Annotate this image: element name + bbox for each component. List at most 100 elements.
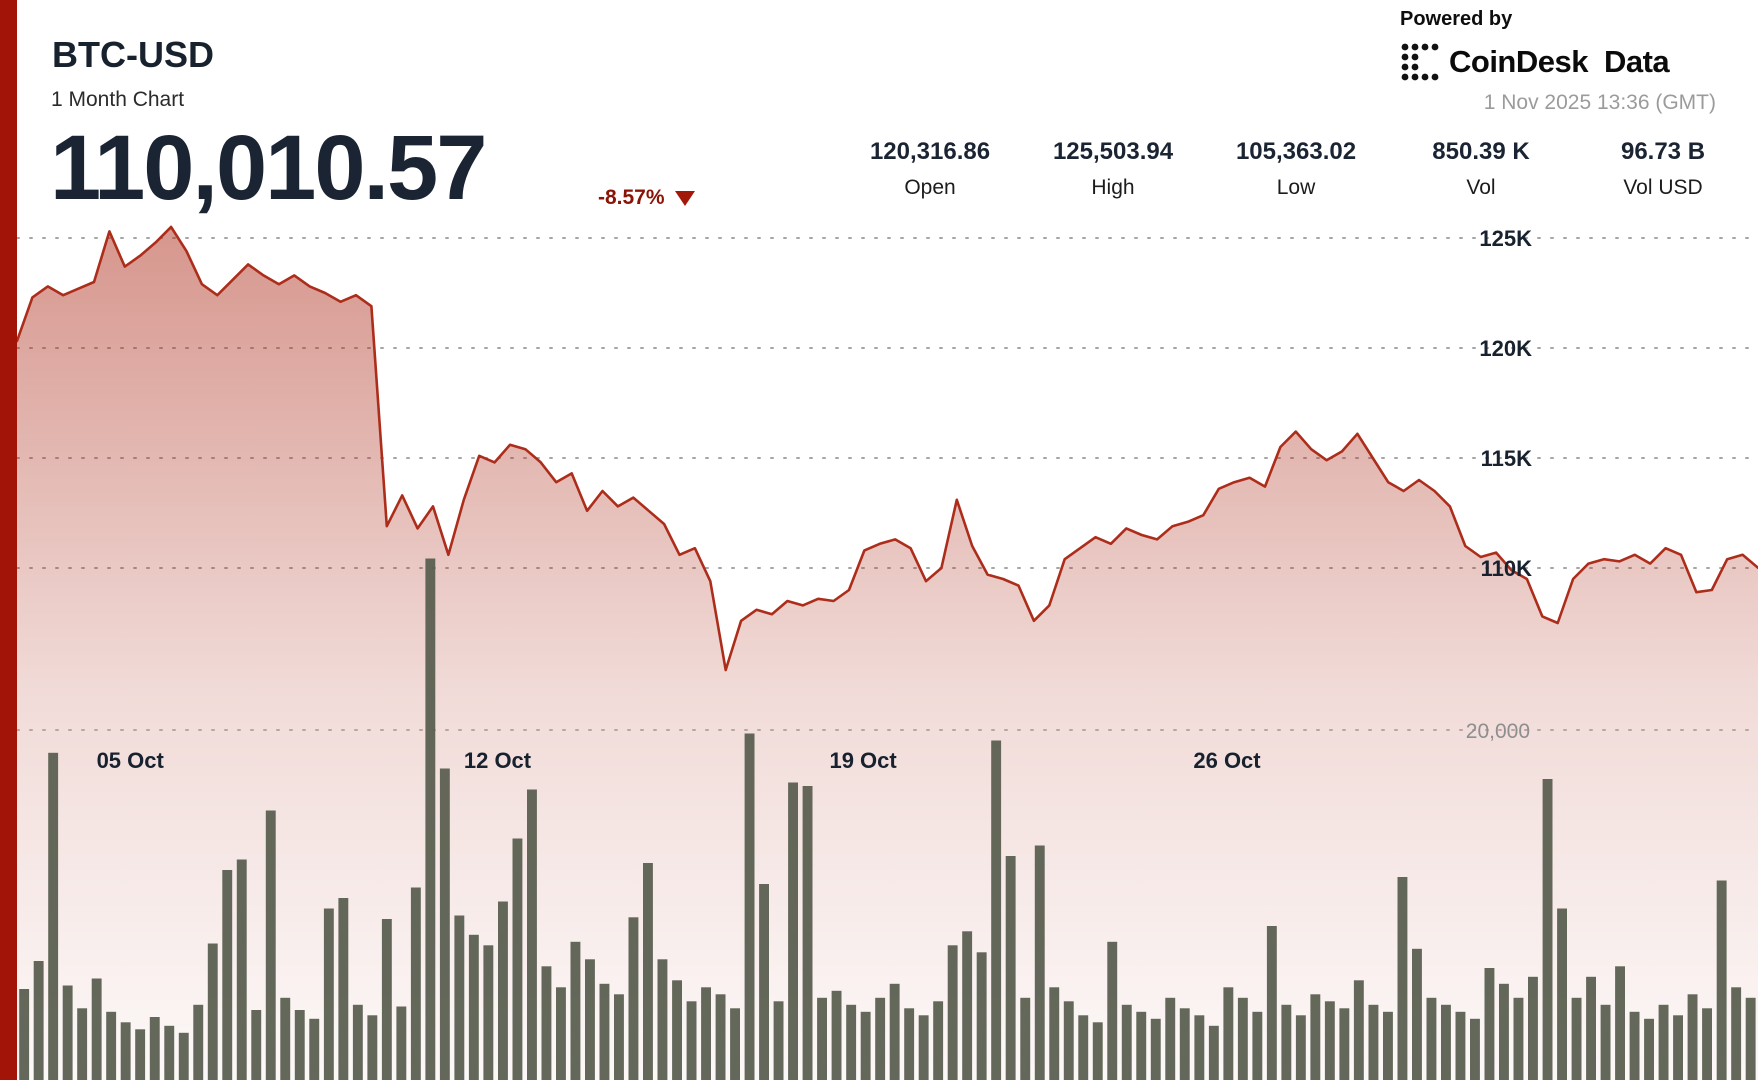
x-axis-label-05-Oct: 05 Oct: [97, 748, 165, 773]
volume-bar: [236, 859, 247, 1080]
volume-bar: [280, 997, 291, 1080]
volume-bar: [628, 917, 639, 1080]
volume-bar: [701, 987, 711, 1080]
volume-bar: [1470, 1018, 1480, 1080]
volume-bar: [947, 945, 958, 1080]
volume-bar: [1629, 1011, 1640, 1080]
stat-open-value: 120,316.86: [869, 138, 991, 165]
volume-bar: [1687, 994, 1698, 1080]
volume-bar: [599, 983, 610, 1080]
volume-bar: [831, 990, 842, 1080]
price-change: -8.57%: [598, 186, 695, 210]
volume-bar: [744, 733, 755, 1080]
stat-vol-usd-value: 96.73 B: [1620, 138, 1706, 165]
volume-bar: [904, 1008, 915, 1080]
volume-bar: [1353, 980, 1364, 1080]
volume-bar: [759, 884, 769, 1080]
volume-bar: [106, 1011, 117, 1080]
volume-bar: [715, 994, 726, 1080]
volume-bar: [251, 1010, 262, 1080]
volume-bar: [338, 898, 349, 1080]
volume-bar: [556, 987, 566, 1080]
coindesk-data-link[interactable]: CoinDesk Data: [1400, 42, 1716, 82]
x-axis-label-26-Oct: 26 Oct: [1193, 748, 1261, 773]
volume-bar: [1615, 966, 1625, 1080]
volume-bar: [773, 1001, 784, 1080]
volume-bar: [468, 934, 479, 1080]
volume-bar: [1339, 1008, 1350, 1080]
volume-bar: [1644, 1018, 1654, 1080]
coindesk-brand-suffix: Data: [1603, 44, 1670, 79]
x-axis-label-19-Oct: 19 Oct: [829, 748, 897, 773]
accent-left-bar: [0, 0, 17, 1080]
volume-bar: [164, 1025, 175, 1080]
volume-bar: [1223, 987, 1234, 1080]
volume-bar: [1034, 845, 1045, 1080]
volume-bar: [1441, 1004, 1451, 1080]
volume-bar: [1310, 994, 1321, 1080]
volume-bar: [483, 945, 494, 1080]
volume-bar: [410, 887, 421, 1080]
volume-bar: [1252, 1011, 1263, 1080]
y-axis-label-120K: 120K: [1479, 336, 1532, 361]
volume-bar: [802, 786, 813, 1080]
volume-bar: [889, 983, 900, 1080]
volume-bar: [1455, 1011, 1466, 1080]
volume-bar: [570, 941, 581, 1080]
volume-bar: [425, 558, 436, 1080]
volume-bar: [498, 901, 508, 1080]
volume-bar: [1571, 997, 1582, 1080]
attribution-block: Powered by CoinDesk Data 1 Nov 2025 13:3…: [1400, 8, 1716, 115]
volume-bar: [788, 782, 798, 1080]
volume-bar: [1179, 1008, 1190, 1080]
stat-high: 125,503.94 High: [1053, 138, 1173, 200]
volume-bar: [991, 740, 1002, 1080]
volume-bar: [1528, 976, 1538, 1080]
volume-bar: [1412, 948, 1422, 1080]
volume-bar: [1078, 1015, 1089, 1080]
coindesk-logo-icon: [1401, 43, 1439, 81]
volume-bar: [1673, 1015, 1683, 1080]
y-axis-label-110K: 110K: [1481, 556, 1532, 581]
volume-bar: [120, 1022, 131, 1080]
volume-bar: [381, 919, 392, 1080]
volume-bar: [1324, 1001, 1335, 1080]
x-axis-label-12-Oct: 12 Oct: [464, 748, 532, 773]
stat-vol-usd: 96.73 B Vol USD: [1621, 138, 1705, 200]
volume-bar: [1208, 1025, 1219, 1080]
volume-bar: [265, 810, 276, 1080]
volume-bar: [1499, 983, 1509, 1080]
volume-bar: [1513, 997, 1524, 1080]
volume-bar: [367, 1015, 378, 1080]
volume-bar: [1397, 877, 1408, 1080]
volume-bar: [1136, 1011, 1147, 1080]
volume-bar: [1295, 1015, 1306, 1080]
volume-bar: [933, 1001, 944, 1080]
volume-bar: [1266, 926, 1277, 1080]
volume-bar: [1063, 1001, 1074, 1080]
volume-bar: [454, 915, 465, 1080]
volume-bar: [1586, 976, 1596, 1080]
volume-bar: [309, 1018, 320, 1080]
volume-bar: [512, 838, 523, 1080]
powered-by-label: Powered by: [1400, 8, 1513, 30]
volume-bar: [323, 908, 334, 1080]
stat-vol-usd-label: Vol USD: [1623, 176, 1703, 199]
volume-bar: [1426, 997, 1437, 1080]
volume-bar: [643, 863, 653, 1080]
volume-bar: [1150, 1018, 1161, 1080]
volume-bar: [1237, 997, 1248, 1080]
stat-high-value: 125,503.94: [1052, 138, 1174, 165]
price-line: [15, 225, 1758, 672]
volume-bar: [1368, 1004, 1379, 1080]
volume-bar: [1121, 1004, 1132, 1080]
last-price: 110,010.57: [50, 117, 487, 219]
volume-bar: [1005, 856, 1016, 1080]
volume-bar: [352, 1004, 363, 1080]
volume-bar: [846, 1004, 857, 1080]
volume-bar: [541, 966, 552, 1080]
volume-bar: [149, 1017, 160, 1080]
volume-bar: [207, 943, 218, 1080]
stat-vol: 850.39 K Vol: [1432, 138, 1529, 200]
